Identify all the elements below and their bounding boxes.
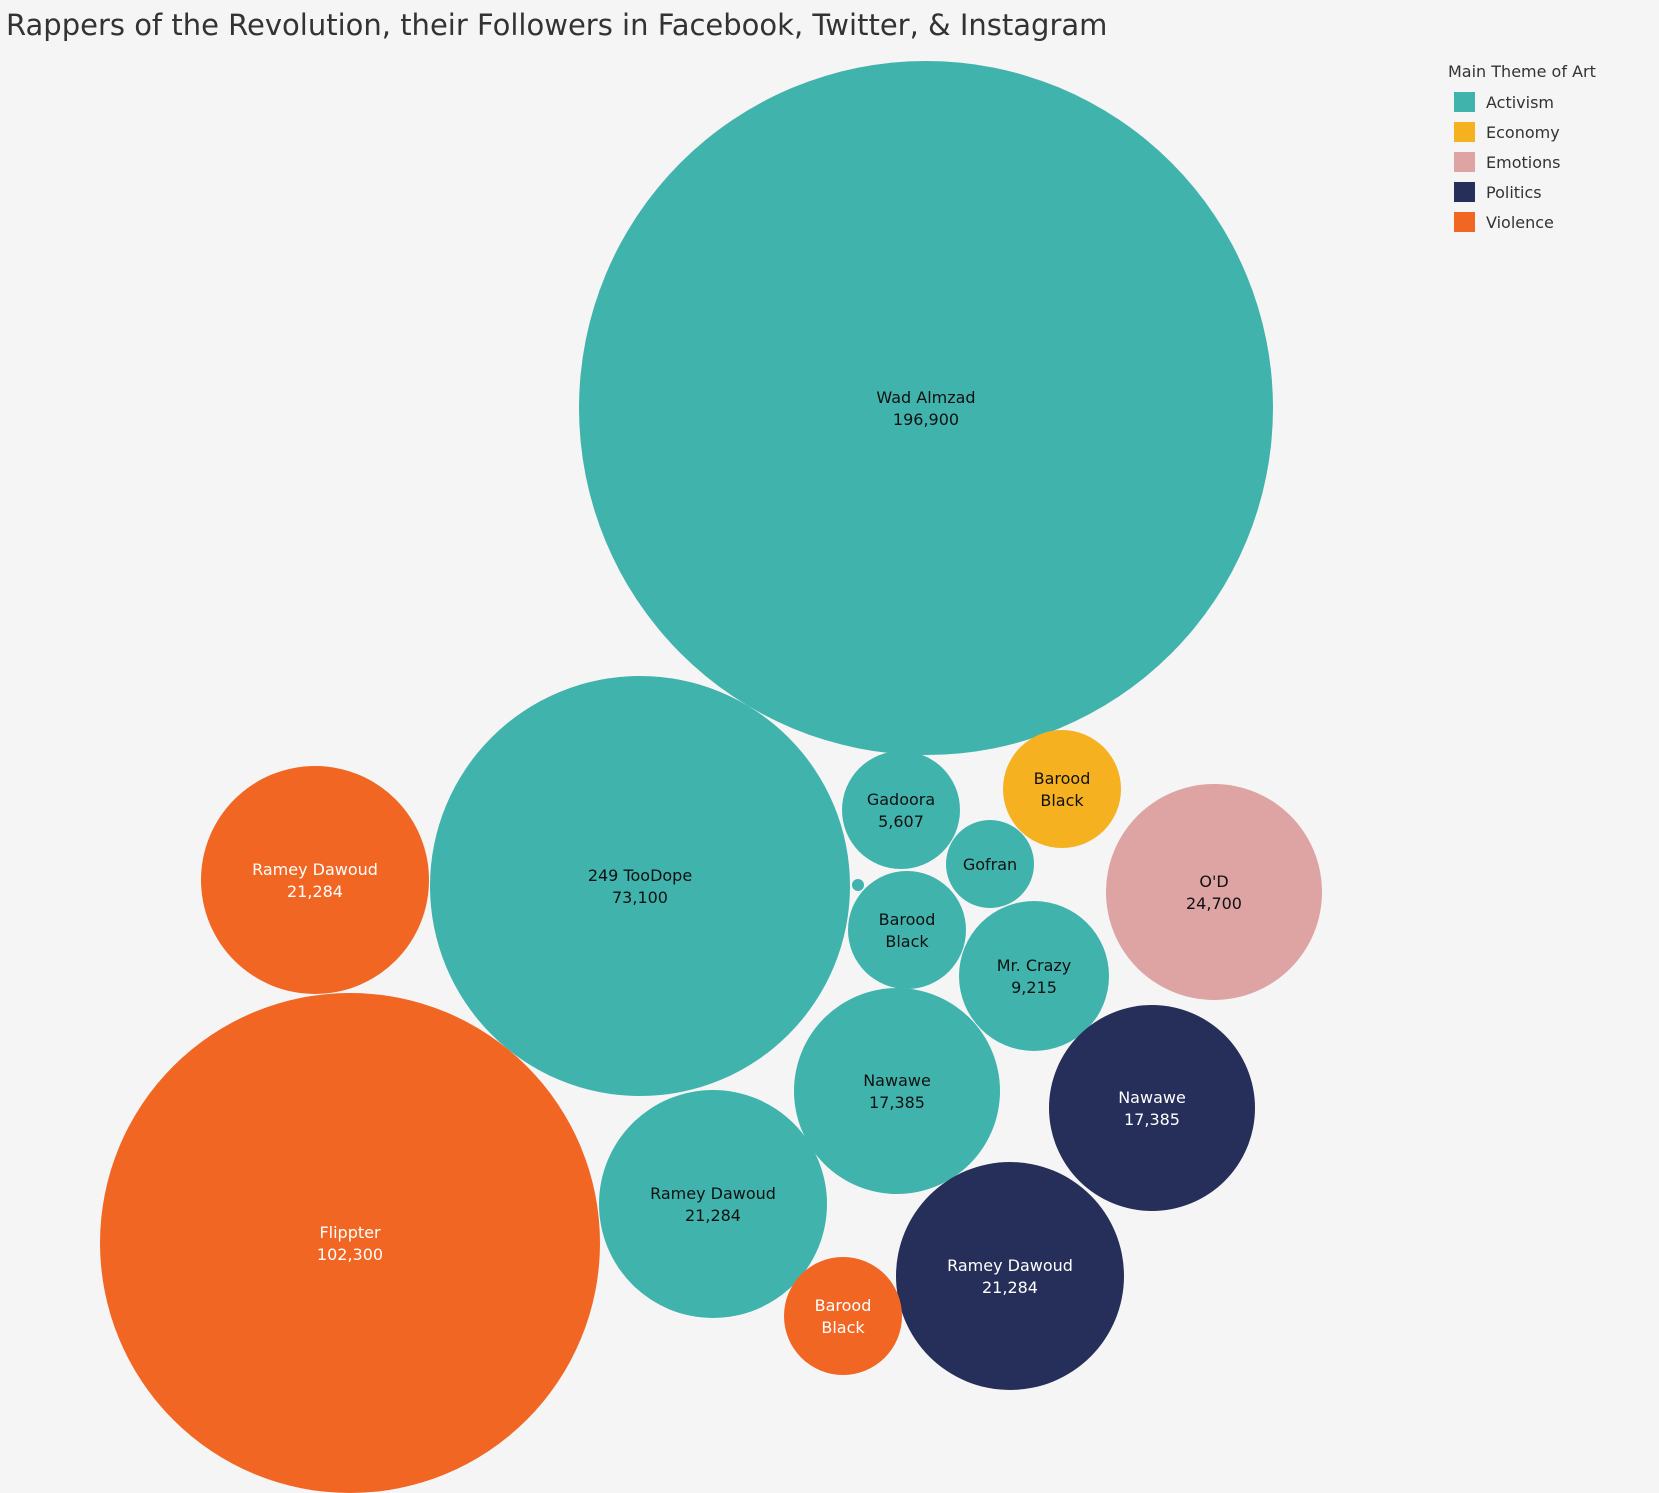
legend: Main Theme of Art Activism Economy Emotion…	[1448, 62, 1596, 237]
bubble-unnamed-activism[interactable]	[852, 879, 864, 891]
legend-item-economy[interactable]: Economy	[1448, 117, 1596, 147]
bubble-name-label: Flippter	[319, 1223, 381, 1242]
bubble-name-label: O'D	[1199, 872, 1228, 891]
bubble-name-label: 249 TooDope	[588, 866, 692, 885]
bubble-gofran-activism[interactable]: Gofran	[946, 820, 1034, 908]
bubble-name-label: Barood	[815, 1296, 872, 1315]
bubble-value-label: 21,284	[982, 1278, 1038, 1297]
bubble-name-label: Black	[1040, 791, 1084, 810]
legend-item-politics[interactable]: Politics	[1448, 177, 1596, 207]
bubble-name-label: Nawawe	[1118, 1088, 1186, 1107]
bubble-name-label: Barood	[879, 910, 936, 929]
legend-label: Emotions	[1486, 152, 1561, 172]
bubble-value-label: 73,100	[612, 888, 668, 907]
legend-label: Politics	[1486, 182, 1542, 202]
legend-label: Violence	[1486, 212, 1554, 232]
bubble-value-label: 196,900	[893, 410, 959, 429]
bubble-value-label: 21,284	[287, 882, 343, 901]
bubble-name-label: Ramey Dawoud	[252, 860, 378, 879]
bubble-value-label: 17,385	[869, 1093, 925, 1112]
bubble-ramey-dawoud-activism[interactable]: Ramey Dawoud 21,284	[599, 1090, 827, 1318]
bubble-nawawe-politics[interactable]: Nawawe 17,385	[1049, 1005, 1255, 1211]
legend-title: Main Theme of Art	[1448, 62, 1596, 81]
bubble-wad-almzad-activism[interactable]: Wad Almzad 196,900	[579, 61, 1273, 755]
legend-swatch	[1454, 212, 1475, 232]
bubble-name-label: Ramey Dawoud	[650, 1184, 776, 1203]
bubble-circle[interactable]	[896, 1162, 1124, 1390]
legend-item-activism[interactable]: Activism	[1448, 87, 1596, 117]
bubble-value-label: 9,215	[1011, 978, 1057, 997]
bubble-name-label: Black	[821, 1318, 865, 1337]
bubble-name-label: Mr. Crazy	[997, 956, 1072, 975]
bubble-nawawe-activism[interactable]: Nawawe 17,385	[794, 988, 1000, 1194]
bubble-flippter-violence[interactable]: Flippter 102,300	[100, 993, 600, 1493]
bubble-circle[interactable]	[946, 820, 1034, 908]
bubble-barood-black-violence[interactable]: Barood Black	[784, 1257, 902, 1375]
legend-item-violence[interactable]: Violence	[1448, 207, 1596, 237]
bubble-name-label: Gofran	[963, 855, 1017, 874]
legend-swatch	[1454, 152, 1475, 172]
bubble-name-label: Ramey Dawoud	[947, 1256, 1073, 1275]
bubble-value-label: 24,700	[1186, 894, 1242, 913]
bubble-circle[interactable]	[842, 751, 960, 869]
bubble-mr-crazy-activism[interactable]: Mr. Crazy 9,215	[959, 901, 1109, 1051]
bubble-value-label: 102,300	[317, 1245, 383, 1264]
bubble-value-label: 21,284	[685, 1206, 741, 1225]
bubble-circle[interactable]	[100, 993, 600, 1493]
legend-swatch	[1454, 92, 1475, 112]
bubble-name-label: Black	[885, 932, 929, 951]
bubble-circle[interactable]	[201, 766, 429, 994]
bubble-value-label: 5,607	[878, 812, 924, 831]
bubble-circle[interactable]	[430, 676, 850, 1096]
bubble-circle[interactable]	[1106, 784, 1322, 1000]
bubble-name-label: Nawawe	[863, 1071, 931, 1090]
legend-item-emotions[interactable]: Emotions	[1448, 147, 1596, 177]
bubble-circle[interactable]	[1003, 730, 1121, 848]
bubble-circle[interactable]	[784, 1257, 902, 1375]
bubble-ramey-dawoud-violence[interactable]: Ramey Dawoud 21,284	[201, 766, 429, 994]
chart-title: Rappers of the Revolution, their Followe…	[6, 8, 1108, 42]
bubble-value-label: 17,385	[1124, 1110, 1180, 1129]
bubble-name-label: Gadoora	[867, 790, 935, 809]
bubble-ramey-dawoud-politics[interactable]: Ramey Dawoud 21,284	[896, 1162, 1124, 1390]
bubble-name-label: Barood	[1034, 769, 1091, 788]
bubble-circle[interactable]	[599, 1090, 827, 1318]
bubble-barood-black-economy[interactable]: Barood Black	[1003, 730, 1121, 848]
bubble-barood-black-activism[interactable]: Barood Black	[848, 871, 966, 989]
legend-label: Economy	[1486, 122, 1560, 142]
bubble-circle[interactable]	[1049, 1005, 1255, 1211]
bubble-circle[interactable]	[794, 988, 1000, 1194]
legend-label: Activism	[1486, 92, 1555, 112]
bubble-circle[interactable]	[848, 871, 966, 989]
legend-swatch	[1454, 122, 1475, 142]
bubble-circle[interactable]	[579, 61, 1273, 755]
bubble-gadoora-activism[interactable]: Gadoora 5,607	[842, 751, 960, 869]
bubble-circle[interactable]	[959, 901, 1109, 1051]
bubble-name-label: Wad Almzad	[876, 388, 975, 407]
bubble-circle[interactable]	[852, 879, 864, 891]
bubble-249-toodope-activism[interactable]: 249 TooDope 73,100	[430, 676, 850, 1096]
bubble-o-d-emotions[interactable]: O'D 24,700	[1106, 784, 1322, 1000]
legend-items: Activism Economy Emotions Politics Violence	[1448, 87, 1596, 237]
legend-swatch	[1454, 182, 1475, 202]
